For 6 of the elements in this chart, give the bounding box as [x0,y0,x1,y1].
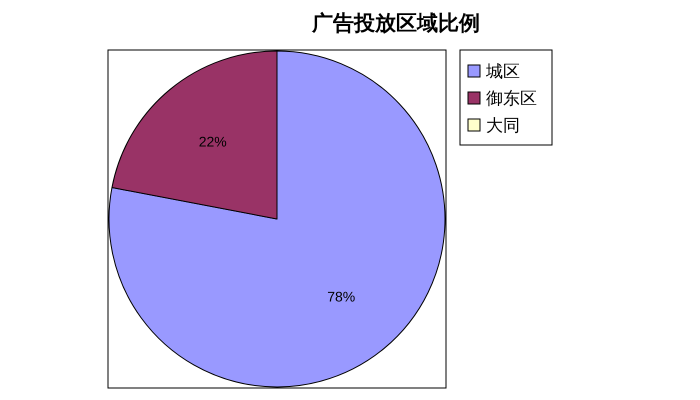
chart-title: 广告投放区域比例 [311,10,480,35]
data-label: 22% [198,133,227,150]
data-label: 78% [327,288,356,305]
legend-label: 御东区 [486,89,537,109]
legend-label: 城区 [485,62,520,82]
legend-label: 大同 [486,116,520,136]
